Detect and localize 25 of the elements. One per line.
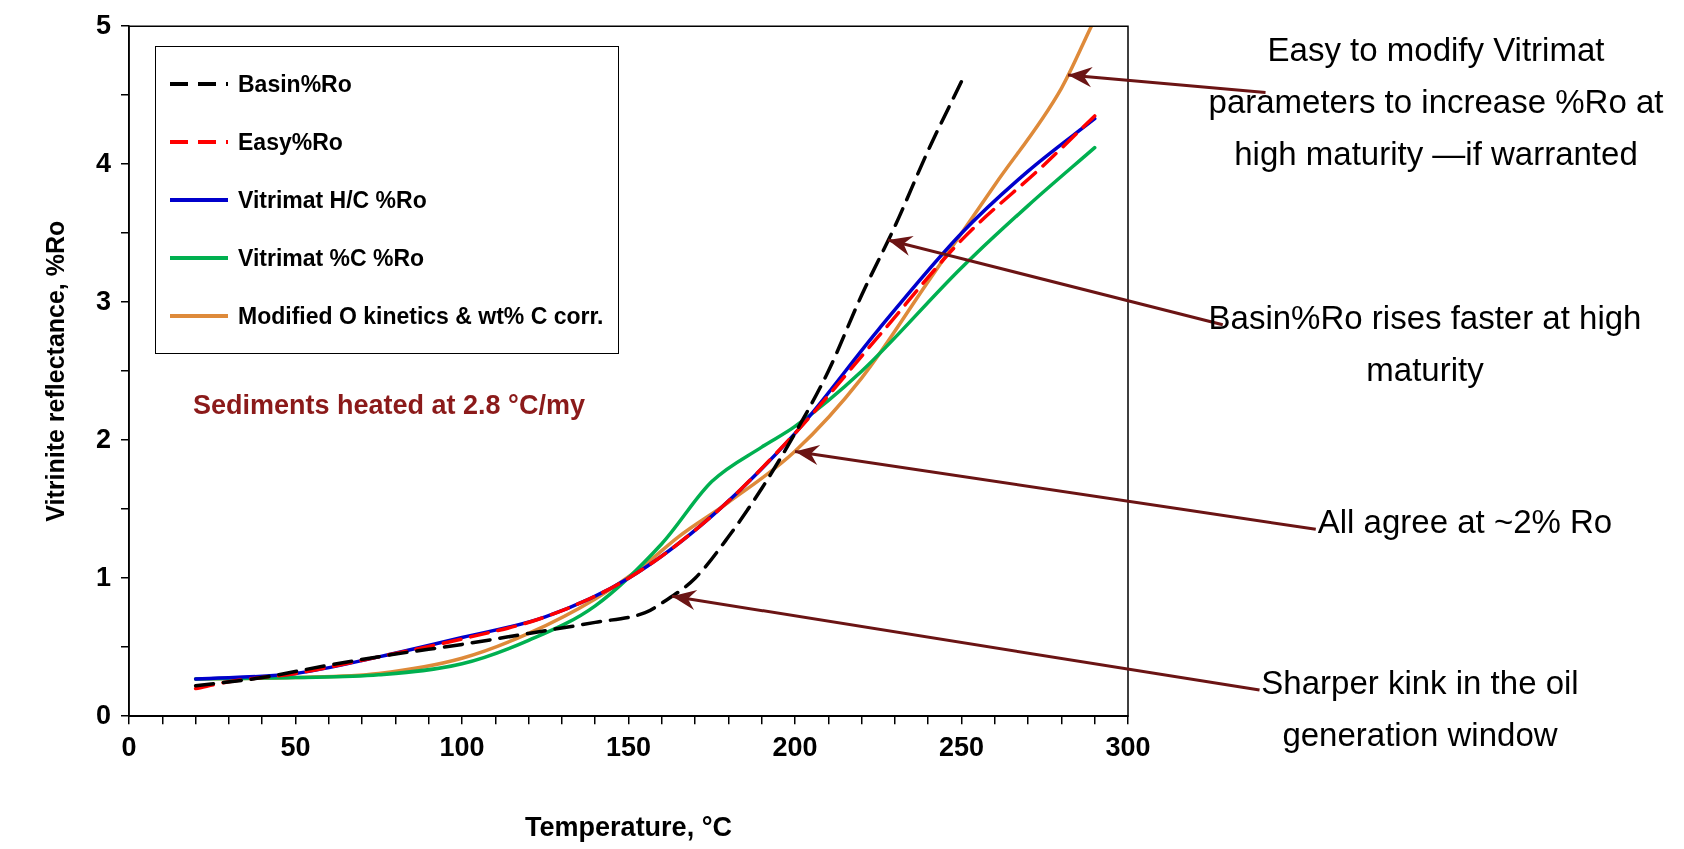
x-tick-label: 0 <box>121 731 137 762</box>
legend-label: Vitrimat %C %Ro <box>238 244 425 272</box>
y-tick-label: 4 <box>95 147 112 178</box>
x-tick-label: 200 <box>772 731 818 762</box>
annotation: Basin%Ro rises faster at high maturity <box>1207 298 1643 390</box>
x-tick-label: 250 <box>938 731 985 762</box>
annotation: Sediments heated at 2.8 °C/my <box>193 390 585 421</box>
x-tick-label: 100 <box>439 731 485 762</box>
y-tick-label: 1 <box>95 561 112 592</box>
y-axis-title: Vitrinite reflectance, %Ro <box>40 220 69 522</box>
legend-label: Easy%Ro <box>238 128 343 156</box>
y-tick-label: 5 <box>95 9 112 40</box>
annotation: Easy to modify Vitrimat parameters to increase %Ro at high maturity —if warranted <box>1207 30 1665 174</box>
annotation: Sharper kink in the oil generation window <box>1260 663 1580 755</box>
legend-label: Basin%Ro <box>238 70 352 98</box>
annotation: All agree at ~2% Ro <box>1316 502 1614 542</box>
x-axis-title: Temperature, °C <box>525 812 732 843</box>
x-tick-label: 300 <box>1105 731 1151 762</box>
legend-label: Vitrimat H/C %Ro <box>238 186 427 214</box>
x-tick-label: 50 <box>280 731 311 762</box>
legend-label: Modified O kinetics & wt% C corr. <box>238 302 604 330</box>
y-tick-label: 0 <box>95 699 112 730</box>
y-tick-label: 2 <box>95 423 112 454</box>
y-tick-label: 3 <box>95 285 112 316</box>
x-tick-label: 150 <box>605 731 652 762</box>
